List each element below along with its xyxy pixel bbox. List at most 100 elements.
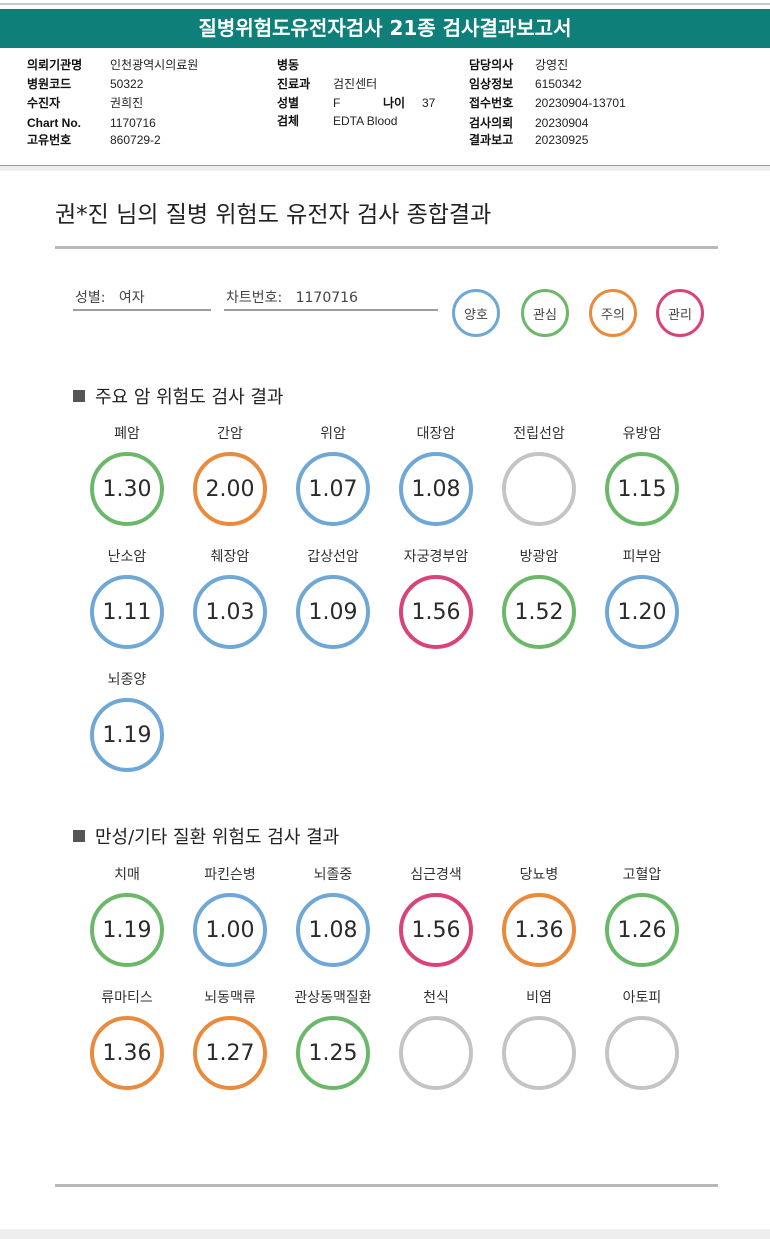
patient-info-block: 의뢰기관명 인천광역시의료원 병원코드 50322 수진자 권희진 Chart No.… <box>0 49 770 167</box>
result-item: 간암 2.00 <box>178 424 282 526</box>
result-circle: 1.52 <box>502 575 576 649</box>
result-item: 전립선암 <box>487 424 591 526</box>
result-circle: 1.00 <box>193 893 267 967</box>
result-item: 뇌동맥류 1.27 <box>178 988 282 1090</box>
result-item: 천식 <box>384 988 488 1090</box>
summary-rule <box>55 246 718 249</box>
result-circle: 1.09 <box>296 575 370 649</box>
info-age: 나이 37 <box>383 96 436 110</box>
result-label: 심근경색 <box>410 867 462 883</box>
result-circle: 1.08 <box>296 893 370 967</box>
result-circle: 1.56 <box>399 575 473 649</box>
gender-field: 성별: 여자 <box>75 290 145 306</box>
result-item: 췌장암 1.03 <box>178 547 282 649</box>
result-item: 치매 1.19 <box>75 865 179 967</box>
result-label: 아토피 <box>622 990 662 1006</box>
result-label: 피부암 <box>622 549 662 565</box>
info-request-date: 검사의뢰 20230904 <box>469 116 589 130</box>
result-circle: 1.07 <box>296 452 370 526</box>
chart-number-field-line <box>224 309 438 311</box>
result-label: 관상동맥질환 <box>294 990 372 1006</box>
result-circle <box>399 1016 473 1090</box>
info-unique-id: 고유번호 860729-2 <box>27 133 161 147</box>
result-item: 관상동맥질환 1.25 <box>281 988 385 1090</box>
bottom-rule <box>55 1184 718 1187</box>
result-circle: 1.11 <box>90 575 164 649</box>
info-institution: 의뢰기관명 인천광역시의료원 <box>27 58 199 72</box>
info-sex: 성별 F <box>277 96 341 110</box>
result-circle: 1.56 <box>399 893 473 967</box>
result-circle: 1.25 <box>296 1016 370 1090</box>
result-item: 심근경색 1.56 <box>384 865 488 967</box>
result-label: 뇌동맥류 <box>204 990 256 1006</box>
info-receipt-no: 접수번호 20230904-13701 <box>469 96 626 110</box>
result-item: 폐암 1.30 <box>75 424 179 526</box>
result-circle: 1.36 <box>90 1016 164 1090</box>
legend-circle: 양호 <box>452 289 500 337</box>
result-item: 뇌졸중 1.08 <box>281 865 385 967</box>
result-item: 류마티스 1.36 <box>75 988 179 1090</box>
result-label: 간암 <box>217 426 243 442</box>
result-circle: 1.03 <box>193 575 267 649</box>
result-item: 자궁경부암 1.56 <box>384 547 488 649</box>
result-circle: 1.26 <box>605 893 679 967</box>
result-label: 방광암 <box>519 549 559 565</box>
result-circle: 1.19 <box>90 698 164 772</box>
result-item: 비염 <box>487 988 591 1090</box>
info-specimen: 검체 EDTA Blood <box>277 114 398 128</box>
result-label: 난소암 <box>107 549 147 565</box>
chart-number-field: 차트번호: 1170716 <box>226 290 358 306</box>
info-patient: 수진자 권희진 <box>27 96 144 110</box>
gender-field-line <box>73 309 211 311</box>
info-hospital-code: 병원코드 50322 <box>27 77 144 91</box>
result-label: 유방암 <box>622 426 662 442</box>
report-title: 질병위험도유전자검사 21종 검사결과보고서 <box>198 16 572 40</box>
result-label: 류마티스 <box>101 990 153 1006</box>
result-circle: 1.15 <box>605 452 679 526</box>
info-ward: 병동 <box>277 58 300 72</box>
result-item: 유방암 1.15 <box>590 424 694 526</box>
info-clinical: 임상정보 6150342 <box>469 77 582 91</box>
result-item: 고혈압 1.26 <box>590 865 694 967</box>
result-circle: 1.36 <box>502 893 576 967</box>
result-label: 당뇨병 <box>519 867 559 883</box>
report-title-bar: 질병위험도유전자검사 21종 검사결과보고서 <box>0 9 770 48</box>
legend-circle: 관리 <box>656 289 704 337</box>
summary-title: 권*진 님의 질병 위험도 유전자 검사 종합결과 <box>55 202 492 228</box>
gray-band <box>0 166 770 171</box>
cancer-section-title: 주요 암 위험도 검사 결과 <box>73 383 284 409</box>
result-circle <box>605 1016 679 1090</box>
result-label: 치매 <box>114 867 140 883</box>
result-item: 파킨슨병 1.00 <box>178 865 282 967</box>
result-item: 대장암 1.08 <box>384 424 488 526</box>
bottom-band <box>0 1229 770 1239</box>
top-rule <box>0 3 770 5</box>
info-department: 진료과 검진센터 <box>277 77 378 91</box>
result-label: 파킨슨병 <box>204 867 256 883</box>
result-label: 비염 <box>526 990 552 1006</box>
result-circle: 1.20 <box>605 575 679 649</box>
result-label: 대장암 <box>416 426 456 442</box>
result-item: 피부암 1.20 <box>590 547 694 649</box>
result-label: 위암 <box>320 426 346 442</box>
result-circle: 1.27 <box>193 1016 267 1090</box>
result-label: 뇌졸중 <box>313 867 353 883</box>
result-circle <box>502 1016 576 1090</box>
result-label: 뇌종양 <box>107 672 147 688</box>
legend-circle: 주의 <box>589 289 637 337</box>
result-item: 난소암 1.11 <box>75 547 179 649</box>
legend-circle: 관심 <box>521 289 569 337</box>
result-label: 췌장암 <box>210 549 250 565</box>
result-item: 위암 1.07 <box>281 424 385 526</box>
result-label: 자궁경부암 <box>403 549 469 565</box>
result-item: 방광암 1.52 <box>487 547 591 649</box>
result-label: 고혈압 <box>622 867 662 883</box>
result-label: 갑상선암 <box>307 549 359 565</box>
info-divider <box>0 165 770 166</box>
result-item: 아토피 <box>590 988 694 1090</box>
result-label: 폐암 <box>114 426 140 442</box>
result-circle: 1.19 <box>90 893 164 967</box>
section-bullet-icon <box>73 390 85 402</box>
info-report-date: 결과보고 20230925 <box>469 133 589 147</box>
result-item: 뇌종양 1.19 <box>75 670 179 772</box>
